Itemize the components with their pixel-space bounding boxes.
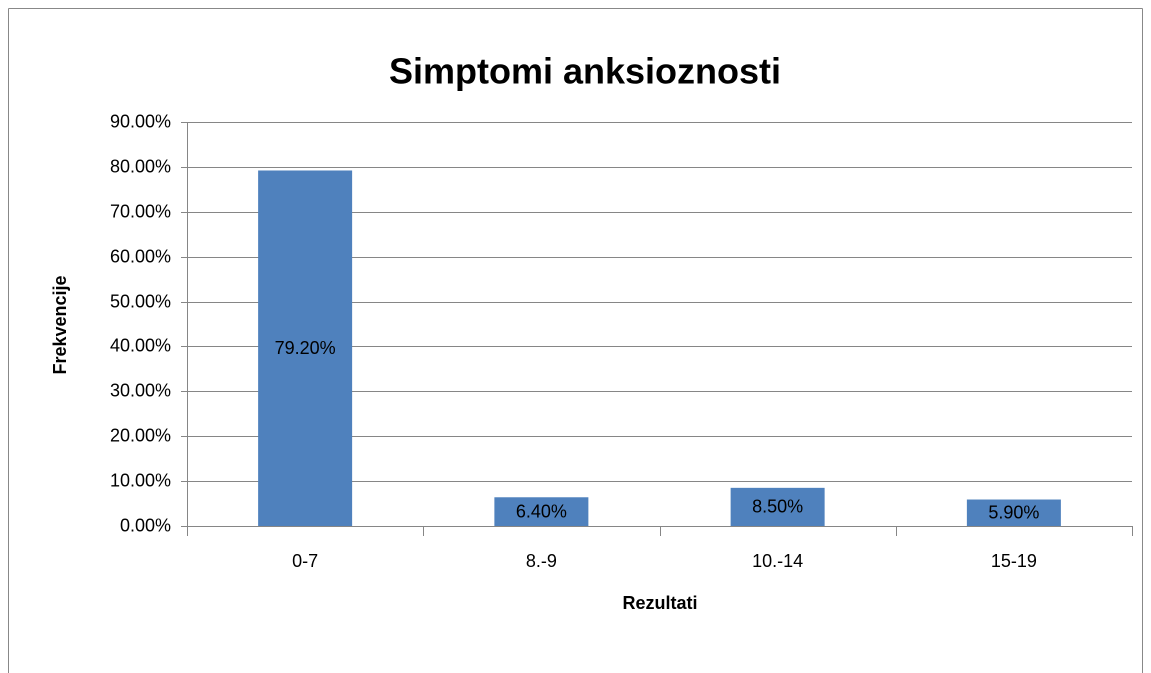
x-axis-label: Rezultati <box>622 593 697 613</box>
bar <box>494 497 589 526</box>
bar <box>730 487 825 526</box>
y-tick-label: 80.00% <box>110 156 171 176</box>
x-tick-label: 8.-9 <box>526 551 557 571</box>
y-tick-label: 90.00% <box>110 111 171 131</box>
x-tick-label: 0-7 <box>292 551 318 571</box>
data-label: 6.40% <box>516 501 567 521</box>
y-tick-label: 0.00% <box>120 515 171 535</box>
x-tick-label: 10.-14 <box>752 551 803 571</box>
data-label: 5.90% <box>988 503 1039 523</box>
y-tick-label: 30.00% <box>110 380 171 400</box>
y-tick-label: 60.00% <box>110 246 171 266</box>
y-tick-label: 10.00% <box>110 470 171 490</box>
y-tick-label: 50.00% <box>110 291 171 311</box>
y-tick-label: 70.00% <box>110 201 171 221</box>
x-tick-label: 15-19 <box>991 551 1037 571</box>
y-axis-label: Frekvencije <box>50 275 70 374</box>
y-tick-label: 20.00% <box>110 425 171 445</box>
y-tick-label: 40.00% <box>110 335 171 355</box>
bar <box>258 170 353 527</box>
bar <box>966 499 1061 526</box>
chart-title: Simptomi anksioznosti <box>389 51 781 92</box>
data-label: 79.20% <box>275 338 336 358</box>
data-label: 8.50% <box>752 497 803 517</box>
